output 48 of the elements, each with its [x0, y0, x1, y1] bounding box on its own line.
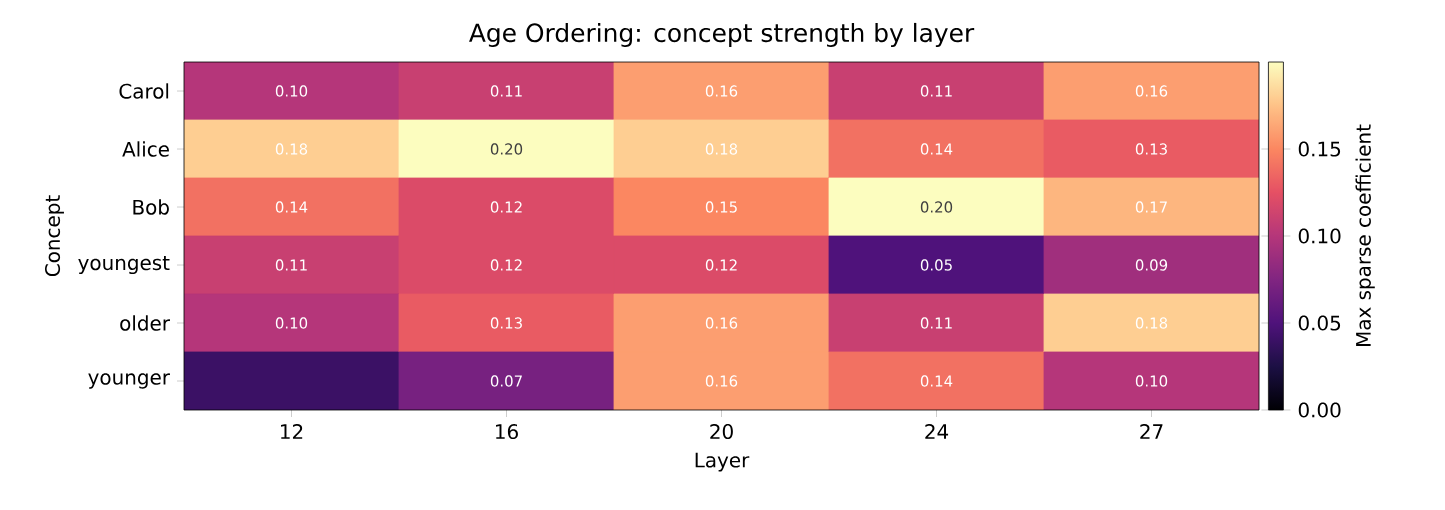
y-axis-title: Concept — [44, 195, 64, 277]
x-tick-label: 12 — [281, 424, 303, 439]
y-tick-label: youngest — [78, 255, 170, 275]
color-bar-label: 0.10 — [1298, 228, 1341, 244]
data-label: 0.11 — [275, 259, 307, 271]
color-bar-label: 0.05 — [1298, 315, 1341, 331]
color-bar-label: 0.15 — [1298, 141, 1341, 157]
data-label: 0.17 — [1135, 201, 1167, 213]
data-label: 0.12 — [490, 259, 522, 271]
data-label: 0.05 — [920, 259, 952, 271]
data-label: 0.12 — [490, 201, 522, 213]
x-tick-label: 16 — [496, 424, 518, 440]
chart-title: Age Ordering: concept strength by layer — [469, 22, 975, 48]
data-label: 0.10 — [1135, 375, 1168, 387]
data-label: 0.13 — [1135, 143, 1167, 155]
x-tick-label: 20 — [710, 424, 733, 440]
data-label: 0.18 — [1135, 317, 1168, 329]
y-tick-label: Alice — [122, 141, 169, 157]
y-tick-label: Bob — [133, 199, 169, 215]
data-label: 0.14 — [275, 201, 308, 213]
data-label: 0.16 — [705, 317, 738, 329]
data-label: 0.13 — [490, 317, 522, 329]
data-label: 0.14 — [920, 143, 953, 155]
data-label: 0.07 — [490, 375, 522, 387]
data-label: 0.20 — [490, 143, 523, 155]
data-label: 0.14 — [920, 375, 953, 387]
y-tick-label: younger — [88, 373, 170, 389]
x-axis-title: Layer — [695, 452, 750, 472]
data-label: 0.12 — [705, 259, 737, 271]
data-label: 0.15 — [705, 201, 737, 213]
data-label: 0.18 — [705, 143, 738, 155]
color-bar-title: Max sparse coefficient — [1355, 124, 1375, 346]
data-label: 0.09 — [1135, 259, 1168, 271]
data-label: 0.20 — [920, 201, 953, 213]
x-tick-label: 27 — [1140, 424, 1163, 439]
data-label: 0.18 — [275, 143, 308, 155]
data-label: 0.16 — [1135, 85, 1168, 97]
x-tick-label: 24 — [925, 424, 949, 439]
y-tick-label: Carol — [119, 83, 169, 99]
data-label: 0.10 — [275, 317, 308, 329]
data-label: 0.11 — [490, 85, 522, 97]
data-label: 0.11 — [920, 85, 952, 97]
data-label: 0.10 — [275, 85, 308, 97]
y-tick-label: older — [120, 315, 170, 331]
color-bar-label: 0.00 — [1298, 402, 1341, 418]
data-label: 0.16 — [705, 375, 738, 387]
data-label: 0.11 — [920, 317, 952, 329]
data-label: 0.16 — [705, 85, 738, 97]
